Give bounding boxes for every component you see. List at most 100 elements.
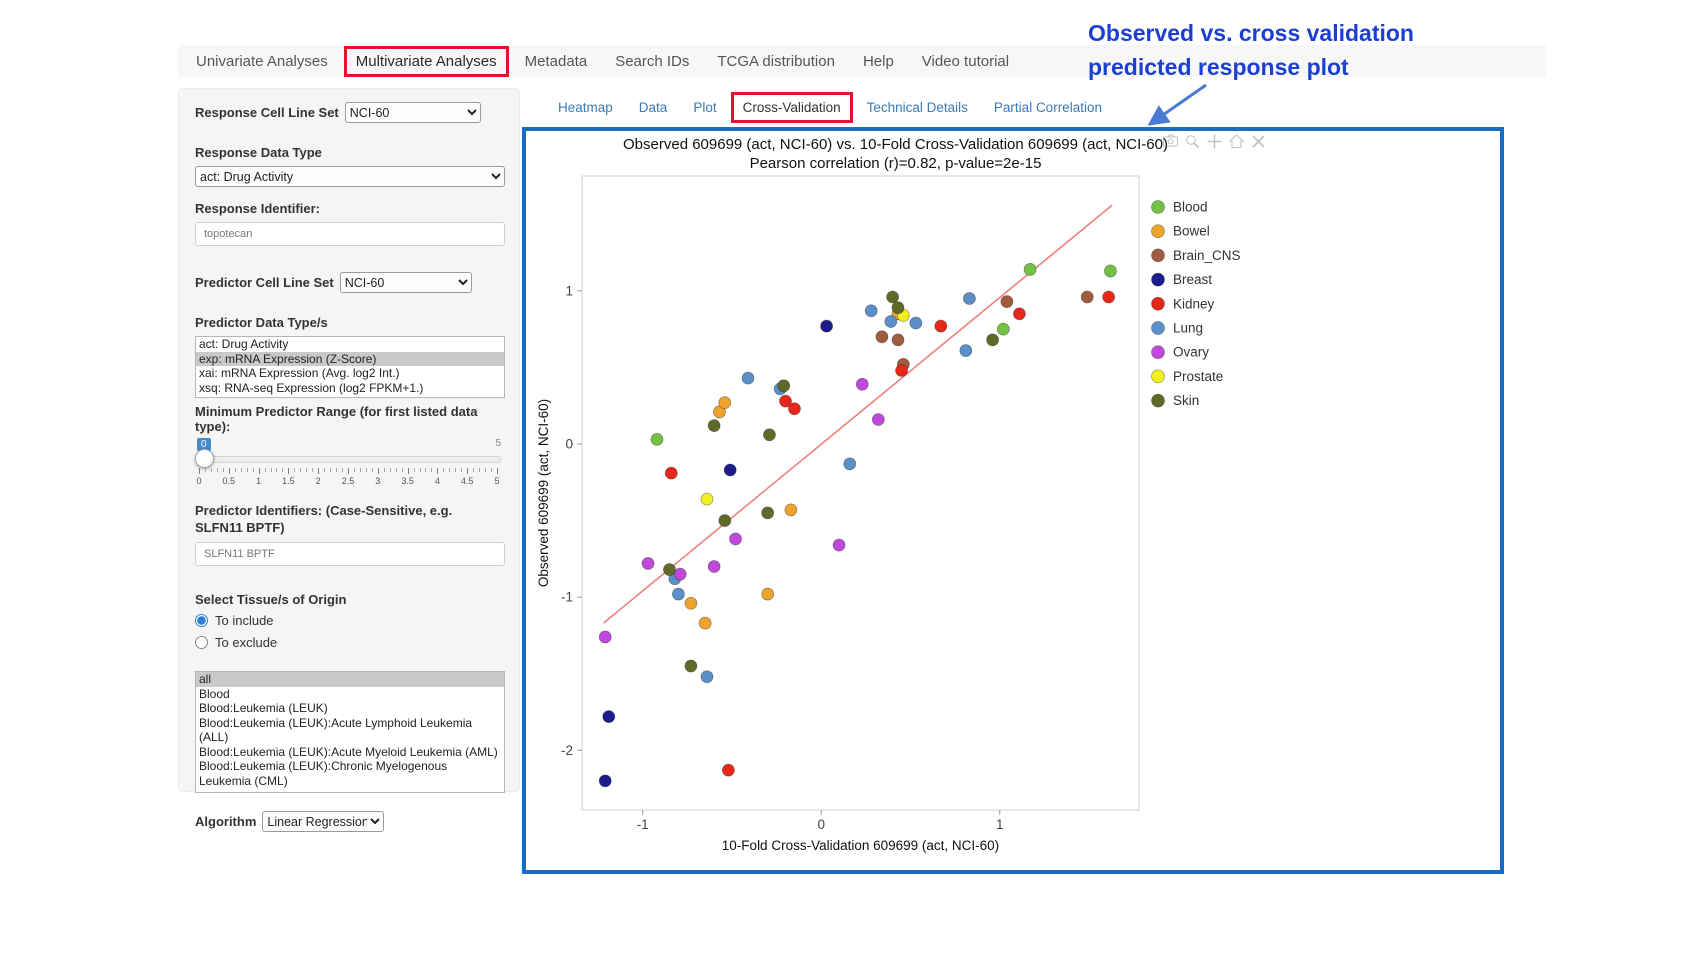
- data-point-breast[interactable]: [598, 774, 612, 788]
- legend-label-ovary[interactable]: Ovary: [1173, 345, 1209, 360]
- response-cell-line-set-select[interactable]: NCI-60: [344, 102, 481, 123]
- data-point-lung[interactable]: [741, 371, 755, 385]
- data-point-ovary[interactable]: [673, 567, 687, 581]
- data-point-skin[interactable]: [891, 301, 905, 315]
- legend-swatch-ovary[interactable]: [1151, 345, 1165, 360]
- tab-data[interactable]: Data: [638, 100, 668, 115]
- home-icon[interactable]: [1228, 133, 1245, 150]
- data-point-skin[interactable]: [707, 419, 721, 433]
- legend-swatch-brain-cns[interactable]: [1151, 248, 1165, 263]
- data-point-lung[interactable]: [909, 316, 923, 330]
- tissue-radio-to-include[interactable]: To include: [195, 613, 503, 628]
- legend-swatch-breast[interactable]: [1151, 272, 1165, 287]
- tissue-option[interactable]: all: [196, 672, 504, 687]
- data-point-blood[interactable]: [1023, 263, 1037, 276]
- legend-label-bowel[interactable]: Bowel: [1173, 224, 1210, 239]
- response-data-type-select[interactable]: act: Drug Activity: [195, 166, 505, 187]
- data-point-ovary[interactable]: [832, 538, 846, 552]
- nav-item-search-ids[interactable]: Search IDs: [615, 52, 690, 70]
- data-point-kidney[interactable]: [1012, 307, 1026, 321]
- data-point-bowel[interactable]: [761, 587, 775, 601]
- legend-swatch-blood[interactable]: [1151, 200, 1165, 214]
- predictor-cell-line-set-select[interactable]: NCI-60: [339, 272, 472, 293]
- data-point-skin[interactable]: [886, 290, 900, 304]
- data-point-bowel[interactable]: [718, 396, 732, 410]
- data-point-bowel[interactable]: [713, 405, 726, 419]
- data-point-kidney[interactable]: [895, 364, 908, 377]
- legend-swatch-bowel[interactable]: [1151, 224, 1165, 239]
- data-point-blood[interactable]: [650, 433, 664, 446]
- data-point-lung[interactable]: [864, 304, 878, 318]
- tab-heatmap[interactable]: Heatmap: [558, 100, 613, 115]
- data-point-kidney[interactable]: [721, 763, 735, 777]
- tab-partial-correlation[interactable]: Partial Correlation: [993, 100, 1102, 115]
- data-point-lung[interactable]: [884, 315, 898, 328]
- data-point-lung[interactable]: [959, 344, 973, 357]
- predictor-type-option[interactable]: xai: mRNA Expression (Avg. log2 Int.): [199, 366, 400, 380]
- data-point-ovary[interactable]: [871, 413, 885, 426]
- data-point-ovary[interactable]: [729, 532, 742, 546]
- data-point-ovary[interactable]: [855, 377, 869, 391]
- data-point-skin[interactable]: [986, 333, 1000, 347]
- data-point-skin[interactable]: [761, 506, 775, 520]
- predictor-data-types-listbox[interactable]: act: Drug Activity exp: mRNA Expression (…: [195, 336, 505, 398]
- close-icon[interactable]: [1250, 133, 1267, 150]
- data-point-skin[interactable]: [684, 659, 698, 673]
- data-point-kidney[interactable]: [779, 394, 792, 408]
- tab-technical-details[interactable]: Technical Details: [866, 100, 968, 115]
- data-point-ovary[interactable]: [641, 557, 655, 570]
- legend-label-breast[interactable]: Breast: [1173, 272, 1212, 287]
- predictor-identifiers-input[interactable]: [195, 542, 505, 566]
- nav-item-help[interactable]: Help: [862, 52, 894, 70]
- camera-icon[interactable]: [1162, 133, 1179, 150]
- data-point-kidney[interactable]: [664, 466, 678, 480]
- tab-cross-validation[interactable]: Cross-Validation: [730, 92, 853, 123]
- tissue-option[interactable]: Blood:Leukemia (LEUK): [199, 701, 328, 715]
- legend-label-brain-cns[interactable]: Brain_CNS: [1173, 248, 1241, 263]
- data-point-lung[interactable]: [843, 457, 857, 471]
- data-point-breast[interactable]: [602, 710, 616, 723]
- slider-handle[interactable]: [195, 449, 214, 468]
- data-point-breast[interactable]: [820, 319, 833, 333]
- tissue-radio-to-exclude[interactable]: To exclude: [195, 635, 503, 650]
- predictor-type-option[interactable]: act: Drug Activity: [199, 337, 289, 351]
- legend-swatch-skin[interactable]: [1151, 393, 1165, 408]
- predictor-type-option[interactable]: exp: mRNA Expression (Z-Score): [196, 351, 504, 366]
- legend-swatch-lung[interactable]: [1151, 321, 1165, 335]
- tab-plot[interactable]: Plot: [693, 100, 717, 115]
- tissue-option[interactable]: Blood:Leukemia (LEUK):Acute Myeloid Leuk…: [199, 744, 498, 759]
- legend-swatch-kidney[interactable]: [1151, 296, 1165, 311]
- zoom-icon[interactable]: [1184, 133, 1201, 150]
- data-point-brain-cns[interactable]: [1000, 295, 1014, 308]
- data-point-blood[interactable]: [996, 322, 1010, 336]
- data-point-skin[interactable]: [777, 379, 791, 393]
- legend-label-skin[interactable]: Skin: [1173, 393, 1199, 408]
- legend-swatch-prostate[interactable]: [1151, 369, 1165, 384]
- data-point-blood[interactable]: [1104, 264, 1117, 278]
- data-point-lung[interactable]: [672, 587, 685, 601]
- data-point-kidney[interactable]: [1102, 290, 1116, 304]
- data-point-prostate[interactable]: [700, 492, 714, 506]
- min-predictor-range-slider[interactable]: 0 5 0 0.5 1 1.5 2 2.5 3 3.5 4 4.5 5: [195, 438, 501, 488]
- data-point-brain-cns[interactable]: [875, 330, 889, 344]
- pan-icon[interactable]: [1206, 133, 1223, 150]
- tissue-listbox[interactable]: all Blood Blood:Leukemia (LEUK) Blood:Leuke…: [195, 671, 505, 793]
- data-point-breast[interactable]: [723, 463, 737, 477]
- predictor-type-option[interactable]: xsq: RNA-seq Expression (log2 FPKM+1.): [199, 380, 424, 395]
- data-point-brain-cns[interactable]: [891, 333, 905, 347]
- legend-label-blood[interactable]: Blood: [1173, 200, 1208, 215]
- tissue-option[interactable]: Blood: [199, 686, 230, 701]
- slider-track[interactable]: [195, 456, 501, 463]
- tissue-option[interactable]: Blood:Leukemia (LEUK):Chronic Myelogenou…: [199, 759, 448, 788]
- nav-item-video-tutorial[interactable]: Video tutorial: [921, 52, 1010, 70]
- data-point-skin[interactable]: [718, 514, 732, 527]
- data-point-bowel[interactable]: [698, 616, 712, 630]
- legend-label-prostate[interactable]: Prostate: [1173, 369, 1223, 384]
- data-point-bowel[interactable]: [784, 503, 798, 517]
- legend-label-lung[interactable]: Lung: [1173, 321, 1203, 336]
- tissue-option[interactable]: Blood:Leukemia (LEUK):Acute Lymphoid Leu…: [199, 715, 473, 745]
- nav-item-metadata[interactable]: Metadata: [524, 52, 588, 70]
- data-point-bowel[interactable]: [684, 596, 698, 610]
- data-point-brain-cns[interactable]: [1080, 290, 1094, 304]
- data-point-skin[interactable]: [663, 563, 676, 576]
